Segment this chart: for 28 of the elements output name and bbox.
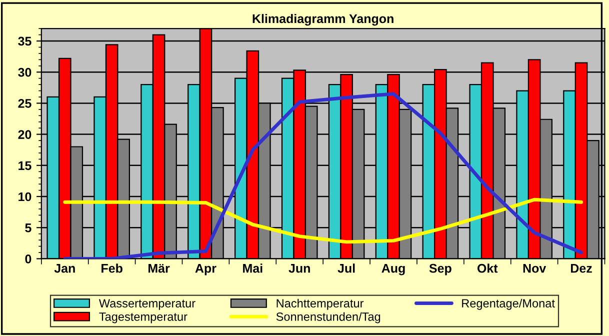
y-tick-label: 15 — [18, 161, 32, 170]
legend-label: Tagestemperatur — [99, 312, 188, 324]
line-series — [63, 92, 583, 259]
chart-title: Klimadiagramm Yangon — [252, 14, 394, 26]
x-tick-label: Dez — [570, 264, 592, 273]
x-tick-label: Jul — [338, 264, 355, 273]
y-tick-label: 25 — [18, 99, 32, 108]
x-tick-label: Jan — [54, 264, 75, 273]
x-tick-label: Mai — [243, 264, 262, 273]
x-tick-label: Jun — [288, 264, 310, 273]
line-series — [63, 198, 583, 244]
y-tick-label: 0 — [25, 254, 32, 264]
x-tick-label: Sep — [429, 264, 452, 276]
x-tick-label: Feb — [102, 264, 122, 273]
x-tick-label: Okt — [477, 264, 498, 273]
x-tick-label: Mär — [148, 264, 170, 273]
y-tick-label: 35 — [18, 36, 32, 46]
y-tick-label: 30 — [18, 68, 32, 77]
y-tick-label: 10 — [18, 192, 32, 202]
x-tick-label: Aug — [382, 264, 405, 276]
x-tick-label: Apr — [195, 264, 216, 276]
legend-label: Nachttemperatur — [276, 298, 364, 310]
legend-label: Regentage/Monat — [462, 298, 555, 310]
legend-label: Wassertemperatur — [98, 299, 196, 310]
y-tick-label: 20 — [18, 130, 32, 139]
legend-label: Sonnenstunden/Tag — [276, 312, 380, 324]
y-tick-label: 5 — [25, 224, 32, 232]
x-tick-label: Nov — [523, 264, 546, 273]
